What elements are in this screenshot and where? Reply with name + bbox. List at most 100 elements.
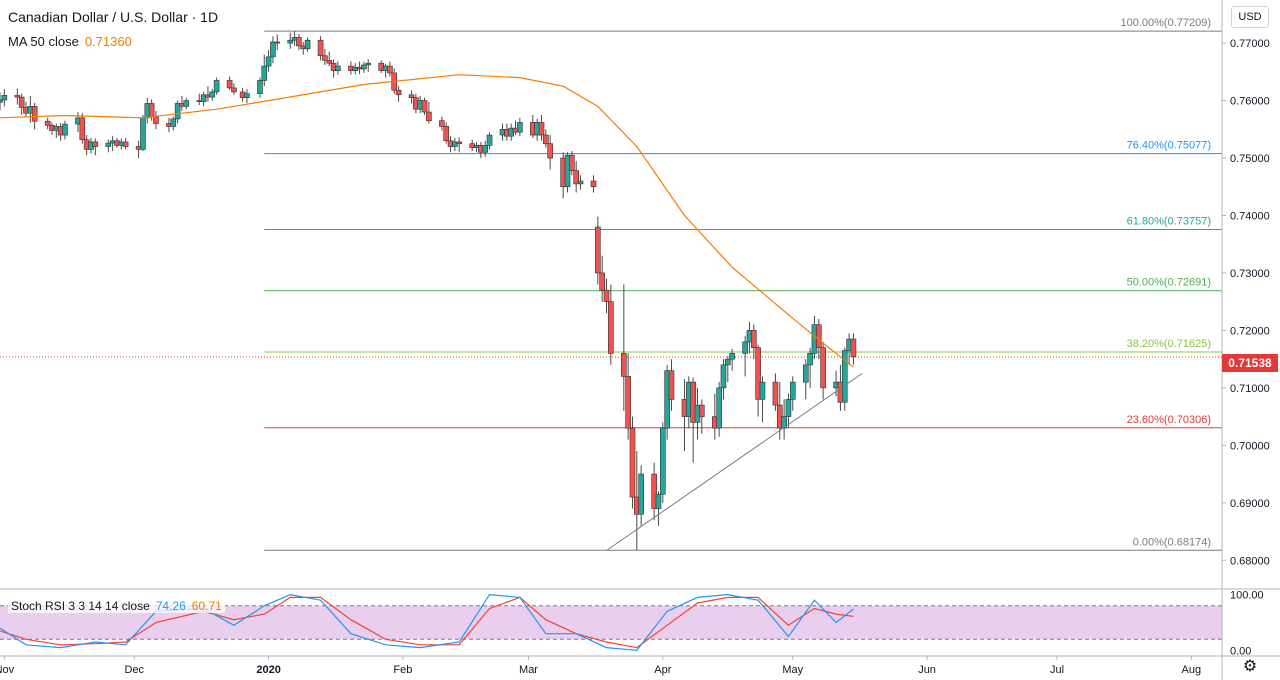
- candle-up: [802, 364, 809, 383]
- candle-up: [335, 65, 341, 71]
- time-axis-label: Aug: [1182, 664, 1202, 676]
- price-axis-label: 0.75000: [1230, 153, 1270, 165]
- candle-down: [421, 100, 428, 113]
- candle-up: [105, 142, 112, 147]
- candle-up: [170, 118, 177, 127]
- support-trendline: [606, 373, 863, 551]
- stoch-rsi-legend[interactable]: Stoch RSI 3 3 14 14 close 74.26 60.71: [8, 599, 225, 613]
- candle-up: [660, 427, 666, 495]
- candle-down: [322, 55, 328, 61]
- price-axis-label: 0.69000: [1230, 498, 1270, 510]
- candle-up: [361, 64, 367, 70]
- candle-up: [716, 387, 722, 429]
- candle-down: [590, 180, 597, 188]
- candle-down: [231, 87, 237, 93]
- time-axis-label: Mar: [519, 664, 538, 676]
- candle-down: [850, 338, 857, 358]
- stoch-rsi-label: Stoch RSI 3 3 14 14 close: [11, 599, 150, 613]
- stoch-axis-label: 100.00: [1230, 590, 1264, 602]
- time-axis-label: Jul: [1050, 664, 1064, 676]
- fib-level-label: 38.20%(0.71625): [1127, 338, 1211, 350]
- time-axis-label: 2020: [256, 664, 280, 676]
- candle-down: [595, 226, 601, 274]
- candle-down: [755, 347, 761, 400]
- fib-level-label: 61.80%(0.73757): [1127, 215, 1211, 227]
- top-divider: [570, 0, 712, 3]
- candle-down: [699, 404, 705, 417]
- candle-down: [820, 347, 826, 389]
- price-axis-label: 0.76000: [1230, 96, 1270, 108]
- fib-level-label: 0.00%(0.68174): [1133, 536, 1211, 548]
- candle-up: [807, 353, 813, 366]
- ma-legend[interactable]: MA 50 close 0.71360: [8, 34, 132, 49]
- candle-up: [287, 39, 294, 44]
- candle-up: [244, 93, 250, 98]
- time-axis-label: May: [782, 664, 803, 676]
- candle-down: [603, 289, 610, 302]
- stoch-d-value: 60.71: [191, 599, 222, 613]
- candle-up: [759, 381, 766, 400]
- time-axis-label: Apr: [654, 664, 671, 676]
- candle-up: [577, 180, 584, 185]
- candle-down: [750, 330, 757, 348]
- time-axis-label: Dec: [125, 664, 145, 676]
- price-axis-label: 0.68000: [1230, 555, 1270, 567]
- candle-down: [226, 80, 233, 89]
- candle-down: [456, 141, 463, 144]
- symbol-title: Canadian Dollar / U.S. Dollar · 1D: [8, 9, 219, 25]
- stoch-k-line: [0, 593, 854, 652]
- price-axis-label: 0.73000: [1230, 268, 1270, 280]
- candle-up: [62, 123, 68, 136]
- candle-up: [174, 103, 181, 120]
- candle-down: [538, 122, 545, 136]
- candle-up: [789, 381, 796, 400]
- candle-down: [690, 381, 696, 423]
- candle-down: [122, 141, 129, 147]
- candle-up: [0, 99, 3, 103]
- last-price-tag: 0.71538: [1222, 354, 1278, 372]
- candle-down: [153, 116, 159, 124]
- candle-up: [365, 62, 372, 66]
- candle-down: [543, 134, 549, 144]
- candle-down: [547, 143, 553, 159]
- candle-down: [629, 427, 636, 498]
- candle-up: [270, 41, 276, 58]
- candle-down: [569, 154, 575, 171]
- candle-down: [573, 170, 579, 185]
- candle-down: [31, 106, 38, 122]
- candle-up: [517, 122, 523, 133]
- price-axis-label: 0.70000: [1230, 440, 1270, 452]
- time-axis-label: Jun: [918, 664, 936, 676]
- candle-down: [625, 376, 631, 429]
- candle-up: [841, 350, 848, 403]
- fib-level-label: 76.40%(0.75077): [1127, 140, 1211, 152]
- price-axis-label: 0.71000: [1230, 383, 1270, 395]
- fib-level-label: 100.00%(0.77209): [1120, 17, 1211, 29]
- settings-gear-icon[interactable]: ⚙: [1242, 658, 1258, 675]
- time-axis-label: Nov: [0, 664, 15, 676]
- candle-down: [621, 353, 627, 377]
- candle-down: [92, 141, 99, 147]
- candle-up: [261, 65, 268, 81]
- candle-down: [274, 41, 281, 44]
- stoch-d-line: [0, 596, 854, 649]
- candle-down: [395, 89, 402, 96]
- candle-up: [486, 134, 493, 146]
- time-axis-label: Feb: [393, 664, 412, 676]
- ma-legend-label: MA 50 close: [8, 34, 79, 49]
- stoch-axis-label: 0.00: [1230, 645, 1251, 657]
- candle-down: [148, 103, 155, 117]
- candle-up: [742, 341, 748, 354]
- candle-up: [265, 56, 272, 67]
- candle-down: [608, 301, 614, 354]
- fib-level-label: 50.00%(0.72691): [1127, 277, 1211, 289]
- candle-up: [304, 39, 311, 50]
- ma50-line: [0, 74, 854, 368]
- price-axis-label: 0.74000: [1230, 210, 1270, 222]
- currency-button[interactable]: USD: [1231, 6, 1269, 28]
- candle-up: [452, 141, 458, 147]
- candle-up: [655, 493, 662, 509]
- fib-level-label: 23.60%(0.70306): [1127, 414, 1211, 426]
- candle-down: [815, 324, 822, 348]
